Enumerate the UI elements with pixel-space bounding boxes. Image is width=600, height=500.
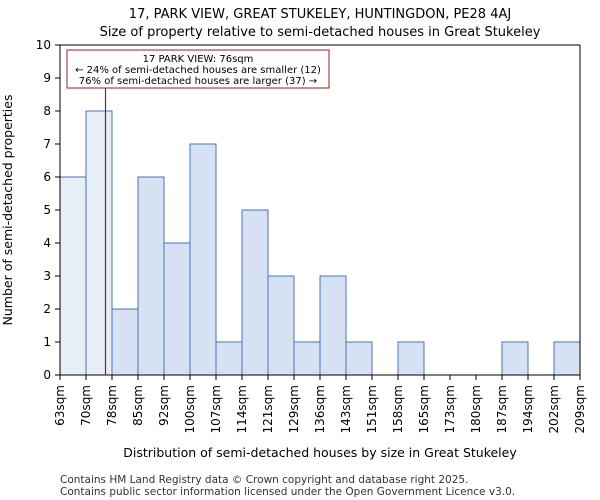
- bar-70sqm: [85, 110, 113, 376]
- bar-63sqm: [59, 176, 87, 376]
- x-tick-label: 173sqm: [443, 385, 457, 433]
- bar-187sqm: [501, 341, 529, 376]
- annotation-line-1: 17 PARK VIEW: 76sqm: [143, 54, 254, 65]
- bar-143sqm: [345, 341, 373, 376]
- annotation-line-2: ← 24% of semi-detached houses are smalle…: [75, 65, 321, 76]
- footer-line-1: Contains HM Land Registry data © Crown c…: [60, 474, 468, 486]
- x-tick-label: 194sqm: [521, 385, 535, 433]
- y-tick-label: 5: [43, 203, 51, 217]
- x-tick-label: 180sqm: [469, 385, 483, 433]
- chart-title: 17, PARK VIEW, GREAT STUKELEY, HUNTINGDO…: [129, 7, 511, 22]
- y-tick-label: 8: [43, 104, 51, 118]
- y-tick-label: 0: [43, 368, 51, 382]
- y-tick-label: 9: [43, 71, 51, 85]
- x-tick-label: 78sqm: [105, 385, 119, 426]
- x-tick-label: 129sqm: [287, 385, 301, 433]
- y-axis-label: Number of semi-detached properties: [0, 95, 15, 326]
- x-tick-label: 114sqm: [235, 385, 249, 433]
- x-tick-label: 136sqm: [313, 385, 327, 433]
- bars-group: [59, 110, 581, 376]
- x-tick-label: 143sqm: [339, 385, 353, 433]
- x-tick-label: 151sqm: [365, 385, 379, 433]
- annotation-box: 17 PARK VIEW: 76sqm ← 24% of semi-detach…: [66, 49, 330, 89]
- y-tick-label: 2: [43, 302, 51, 316]
- bar-107sqm: [215, 341, 243, 376]
- y-tick-label: 4: [43, 236, 51, 250]
- x-tick-label: 158sqm: [391, 385, 405, 433]
- x-tick-label: 85sqm: [131, 385, 145, 426]
- annotation-line-3: 76% of semi-detached houses are larger (…: [79, 76, 317, 87]
- bar-202sqm: [553, 341, 581, 376]
- y-tick-label: 3: [43, 269, 51, 283]
- bar-92sqm: [163, 242, 191, 376]
- y-tick-label: 10: [36, 38, 51, 52]
- x-tick-label: 100sqm: [183, 385, 197, 433]
- x-tick-label: 63sqm: [53, 385, 67, 426]
- bar-129sqm: [293, 341, 321, 376]
- x-tick-label: 202sqm: [547, 385, 561, 433]
- y-tick-label: 7: [43, 137, 51, 151]
- bar-78sqm: [111, 308, 139, 376]
- y-tick-label: 1: [43, 335, 51, 349]
- x-tick-label: 92sqm: [157, 385, 171, 426]
- bar-136sqm: [319, 275, 347, 376]
- y-axis: 0 1 2 3 4 5 6 7 8 9 10: [36, 38, 60, 382]
- x-tick-label: 165sqm: [417, 385, 431, 433]
- bar-158sqm: [397, 341, 425, 376]
- y-tick-label: 6: [43, 170, 51, 184]
- footer-line-2: Contains public sector information licen…: [60, 486, 515, 498]
- bar-100sqm: [189, 143, 217, 376]
- x-tick-label: 209sqm: [573, 385, 587, 433]
- annotation-box-border: [66, 49, 330, 89]
- x-tick-label: 70sqm: [79, 385, 93, 426]
- x-tick-label: 121sqm: [261, 385, 275, 433]
- bar-121sqm: [267, 275, 295, 376]
- x-tick-label: 107sqm: [209, 385, 223, 433]
- x-axis: 63sqm 70sqm 78sqm 85sqm 92sqm 100sqm 107sqm 114…: [53, 375, 587, 433]
- chart-subtitle: Size of property relative to semi-detach…: [100, 25, 541, 40]
- bar-85sqm: [137, 176, 165, 376]
- x-tick-label: 187sqm: [495, 385, 509, 433]
- bar-114sqm: [241, 209, 269, 376]
- x-axis-label: Distribution of semi-detached houses by …: [123, 445, 517, 460]
